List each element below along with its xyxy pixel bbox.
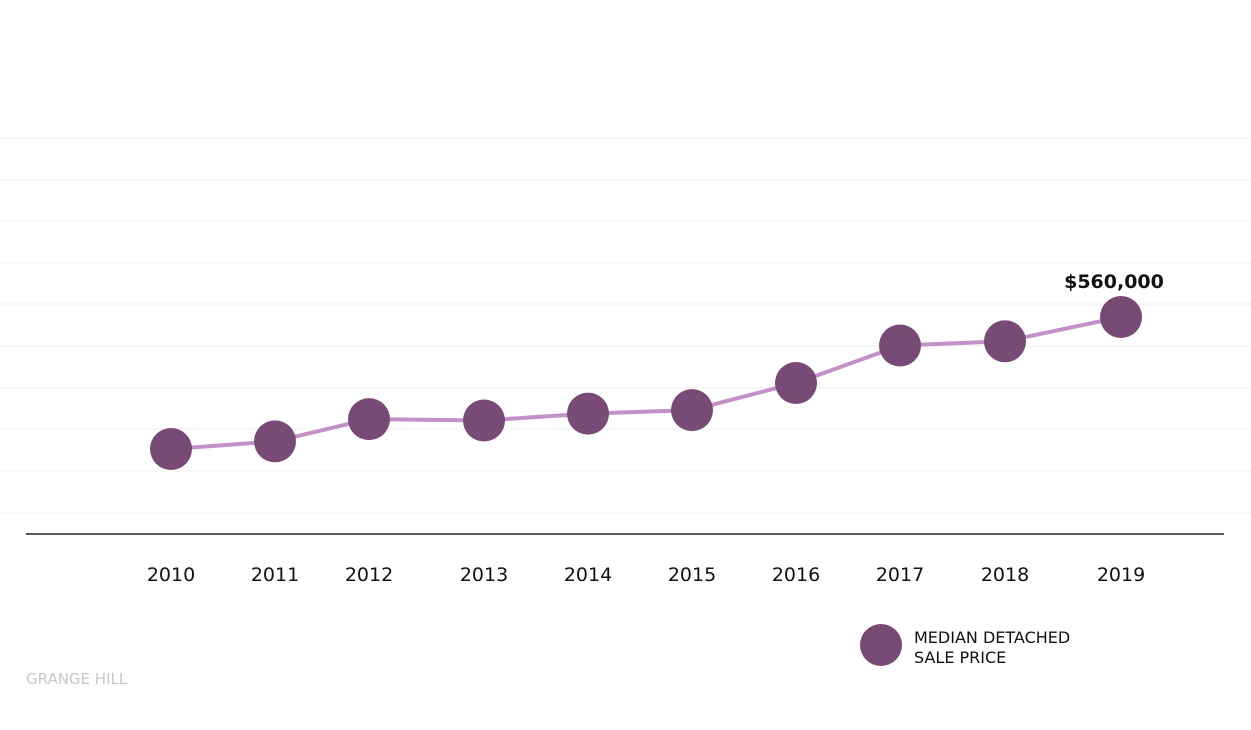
- legend-marker: [860, 624, 902, 666]
- x-tick-label-2013: 2013: [460, 564, 508, 586]
- x-tick-label-2018: 2018: [981, 564, 1029, 586]
- legend-label-line-1: MEDIAN DETACHED: [914, 628, 1070, 647]
- data-point-2014: [567, 392, 609, 435]
- gridlines: [0, 137, 1251, 514]
- data-annotations: $560,000: [1064, 271, 1164, 293]
- x-tick-label-2010: 2010: [147, 564, 195, 586]
- legend-label-line-2: SALE PRICE: [914, 648, 1006, 667]
- x-tick-label-2017: 2017: [876, 564, 924, 586]
- x-tick-label-2012: 2012: [345, 564, 393, 586]
- data-point-2013: [463, 399, 505, 442]
- watermark-label: GRANGE HILL: [26, 670, 128, 688]
- x-tick-label-2016: 2016: [772, 564, 820, 586]
- series-line-median-detached-sale-price: [169, 315, 1123, 451]
- legend: MEDIAN DETACHED SALE PRICE: [860, 624, 1070, 667]
- x-tick-label-2011: 2011: [251, 564, 299, 586]
- data-point-2015: [671, 389, 713, 432]
- x-tick-label-2015: 2015: [668, 564, 716, 586]
- data-point-2012: [348, 398, 390, 441]
- x-tick-labels: 2010 2011 2012 2013 2014 2015 2016 2017 2018 2019: [147, 564, 1145, 586]
- data-point-2016: [775, 362, 817, 404]
- data-markers: [150, 296, 1142, 470]
- data-point-2010: [150, 428, 192, 470]
- x-tick-label-2019: 2019: [1097, 564, 1145, 586]
- value-label-2019: $560,000: [1064, 271, 1164, 293]
- data-point-2017: [879, 324, 921, 367]
- x-tick-label-2014: 2014: [564, 564, 612, 586]
- data-point-2019: [1100, 296, 1142, 338]
- data-point-2011: [254, 420, 296, 463]
- data-point-2018: [984, 320, 1026, 363]
